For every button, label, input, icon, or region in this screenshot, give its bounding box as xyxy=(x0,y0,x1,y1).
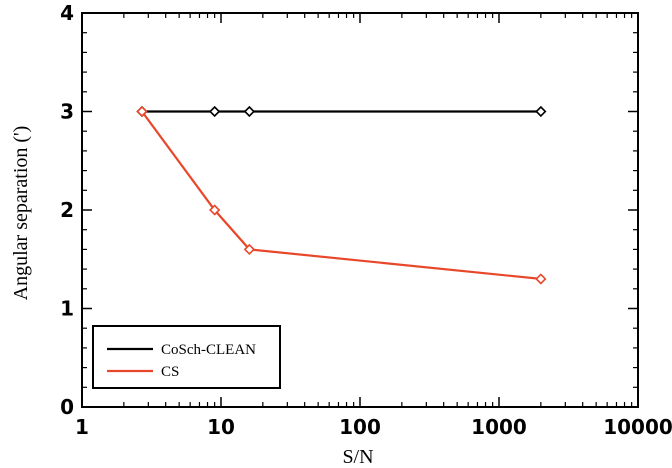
y-tick-label: 2 xyxy=(60,198,74,222)
x-axis-title: S/N xyxy=(342,446,373,468)
y-tick-label: 1 xyxy=(60,297,74,321)
data-point xyxy=(209,105,221,118)
legend-label: CoSch-CLEAN xyxy=(161,342,256,358)
data-point xyxy=(209,204,221,216)
x-tick-label: 10 xyxy=(207,415,235,439)
series-group xyxy=(136,105,547,285)
data-point xyxy=(243,243,256,256)
y-tick-label: 4 xyxy=(60,1,74,25)
data-point xyxy=(535,105,547,118)
data-point xyxy=(243,105,256,118)
x-tick-label: 10000 xyxy=(603,415,672,439)
data-point xyxy=(535,273,547,285)
legend: CoSch-CLEAN CS xyxy=(92,325,281,389)
legend-label: CS xyxy=(161,364,179,380)
series-line xyxy=(141,110,541,280)
x-tick-label: 1 xyxy=(75,415,89,439)
legend-box xyxy=(92,325,281,389)
y-tick-label: 0 xyxy=(60,395,74,419)
x-tick-label: 100 xyxy=(339,415,381,439)
y-tick-label: 3 xyxy=(60,100,74,124)
data-point xyxy=(136,105,148,118)
x-tick-label: 1000 xyxy=(471,415,527,439)
x-axis: 1 10 100 1000 10000 xyxy=(75,13,672,439)
y-axis-title: Angular separation (') xyxy=(10,126,32,301)
y-axis: 0 1 2 3 4 xyxy=(60,1,638,419)
